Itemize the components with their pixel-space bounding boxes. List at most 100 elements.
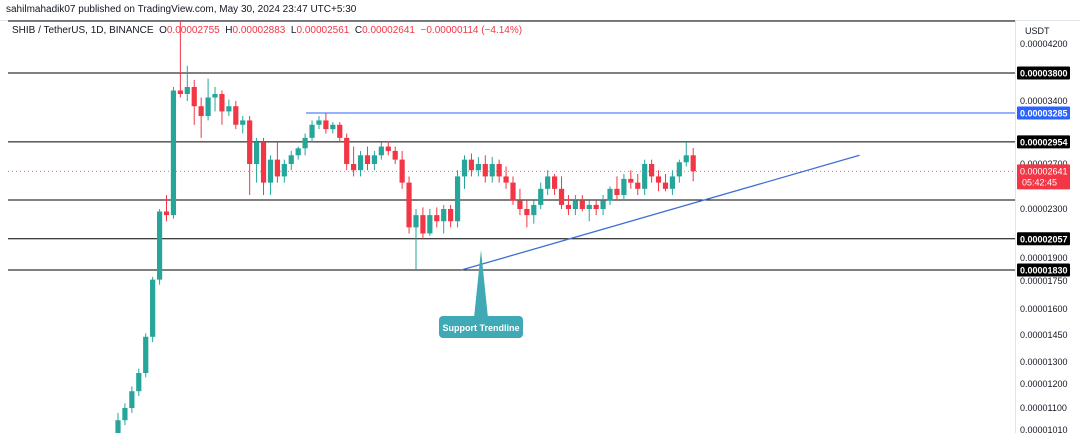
candle-body <box>531 204 537 216</box>
y-tick-label: 0.00004200 <box>1020 39 1068 49</box>
candle-body <box>551 176 558 189</box>
candle-body <box>538 188 544 205</box>
candle-body <box>593 204 599 209</box>
candle-body <box>115 420 121 433</box>
level-tag-box <box>1017 66 1070 80</box>
change-value: −0.00000114 (−4.14%) <box>420 25 523 36</box>
candle-body <box>295 148 301 156</box>
candle-body <box>489 164 495 177</box>
symbol-name[interactable]: SHIB / TetherUS, 1D, BINANCE <box>12 25 154 36</box>
candle-body <box>122 408 128 421</box>
candle-body <box>247 120 253 164</box>
high-value: 0.00002883 <box>232 25 286 36</box>
candle-body <box>330 124 336 130</box>
symbol-legend: SHIB / TetherUS, 1D, BINANCE O0.00002755… <box>12 25 522 36</box>
publisher-caption: sahilmahadik07 published on TradingView.… <box>6 4 357 15</box>
open-value: 0.00002755 <box>166 25 220 36</box>
candle-body <box>274 159 280 177</box>
candle-body <box>427 215 433 234</box>
annotation-pointer <box>474 250 488 318</box>
candle-body <box>371 155 378 164</box>
price-axis: USDT0.000042000.000034000.000027000.0000… <box>1017 26 1070 433</box>
candle-body <box>364 155 371 164</box>
candle-body <box>572 200 578 209</box>
bar-countdown-label: 05:42:45 <box>1022 177 1057 187</box>
candle-body <box>385 146 391 151</box>
candle-body <box>669 176 675 189</box>
candle-body <box>676 162 682 177</box>
trendline-layer <box>461 154 860 271</box>
y-tick-label: 0.00001010 <box>1020 425 1068 433</box>
level-tag-label: 0.00002057 <box>1020 234 1068 244</box>
candle-body <box>579 200 585 209</box>
candle-body <box>281 164 287 177</box>
candle-body <box>503 176 509 183</box>
y-tick-label: 0.00001750 <box>1020 276 1068 286</box>
y-tick-label: 0.00001450 <box>1020 330 1068 340</box>
candle-body <box>163 211 170 216</box>
price-axis-separator <box>1015 20 1016 433</box>
candle-body <box>496 164 502 177</box>
candle-body <box>302 137 308 149</box>
y-tick-label: 0.00001300 <box>1020 357 1068 367</box>
level-tag-box <box>1017 263 1070 277</box>
candles-layer <box>115 21 696 433</box>
y-tick-label: 0.00001900 <box>1020 253 1068 263</box>
candle-body <box>240 120 246 125</box>
candle-body <box>316 120 322 125</box>
candle-body <box>212 94 218 98</box>
candle-body <box>254 142 260 164</box>
y-tick-label: 0.00001100 <box>1020 403 1067 413</box>
candle-body <box>323 120 329 130</box>
candle-body <box>448 209 454 222</box>
level-tag-box <box>1017 106 1070 120</box>
y-tick-label: 0.00003400 <box>1020 96 1068 106</box>
candle-body <box>399 159 405 183</box>
candle-body <box>392 150 398 160</box>
candle-body <box>260 142 267 183</box>
candle-body <box>510 182 516 201</box>
candle-body <box>649 164 655 177</box>
candle-body <box>586 204 592 209</box>
last-price-tag-box <box>1017 164 1070 190</box>
candle-body <box>482 164 488 177</box>
candle-body <box>420 215 426 234</box>
candle-body <box>406 182 412 228</box>
candle-body <box>662 182 669 189</box>
candle-body <box>413 215 419 228</box>
candle-body <box>565 204 572 209</box>
y-tick-label: 0.00001200 <box>1020 379 1068 389</box>
candle-body <box>683 155 689 163</box>
annotation-text: Support Trendline <box>442 323 519 333</box>
annotation-layer: Support Trendline <box>439 250 523 338</box>
axis-currency-label: USDT <box>1025 26 1050 36</box>
candle-body <box>143 336 149 373</box>
level-tag-label: 0.00002954 <box>1020 137 1068 147</box>
candle-body <box>655 176 662 183</box>
candle-body <box>628 178 634 183</box>
open-label: O <box>159 25 167 36</box>
candle-body <box>344 137 350 164</box>
candle-body <box>545 176 551 189</box>
candle-body <box>288 155 294 164</box>
candle-body <box>558 188 565 205</box>
candle-body <box>434 215 440 222</box>
candle-body <box>150 279 156 337</box>
candle-body <box>441 209 447 222</box>
candle-body <box>170 90 177 216</box>
candle-body <box>198 106 204 117</box>
candle-body <box>233 106 239 125</box>
candle-body <box>309 124 315 138</box>
level-tag-label: 0.00003285 <box>1020 109 1068 119</box>
candle-body <box>475 164 481 171</box>
level-tag-label: 0.00001830 <box>1020 266 1068 276</box>
candle-body <box>205 97 211 117</box>
candle-body <box>156 211 163 280</box>
y-tick-label: 0.00001600 <box>1020 304 1068 314</box>
candle-body <box>129 391 135 408</box>
support-trendline <box>461 154 860 271</box>
candle-body <box>454 176 461 222</box>
level-tag-box <box>1017 135 1070 149</box>
candle-body <box>337 124 343 138</box>
